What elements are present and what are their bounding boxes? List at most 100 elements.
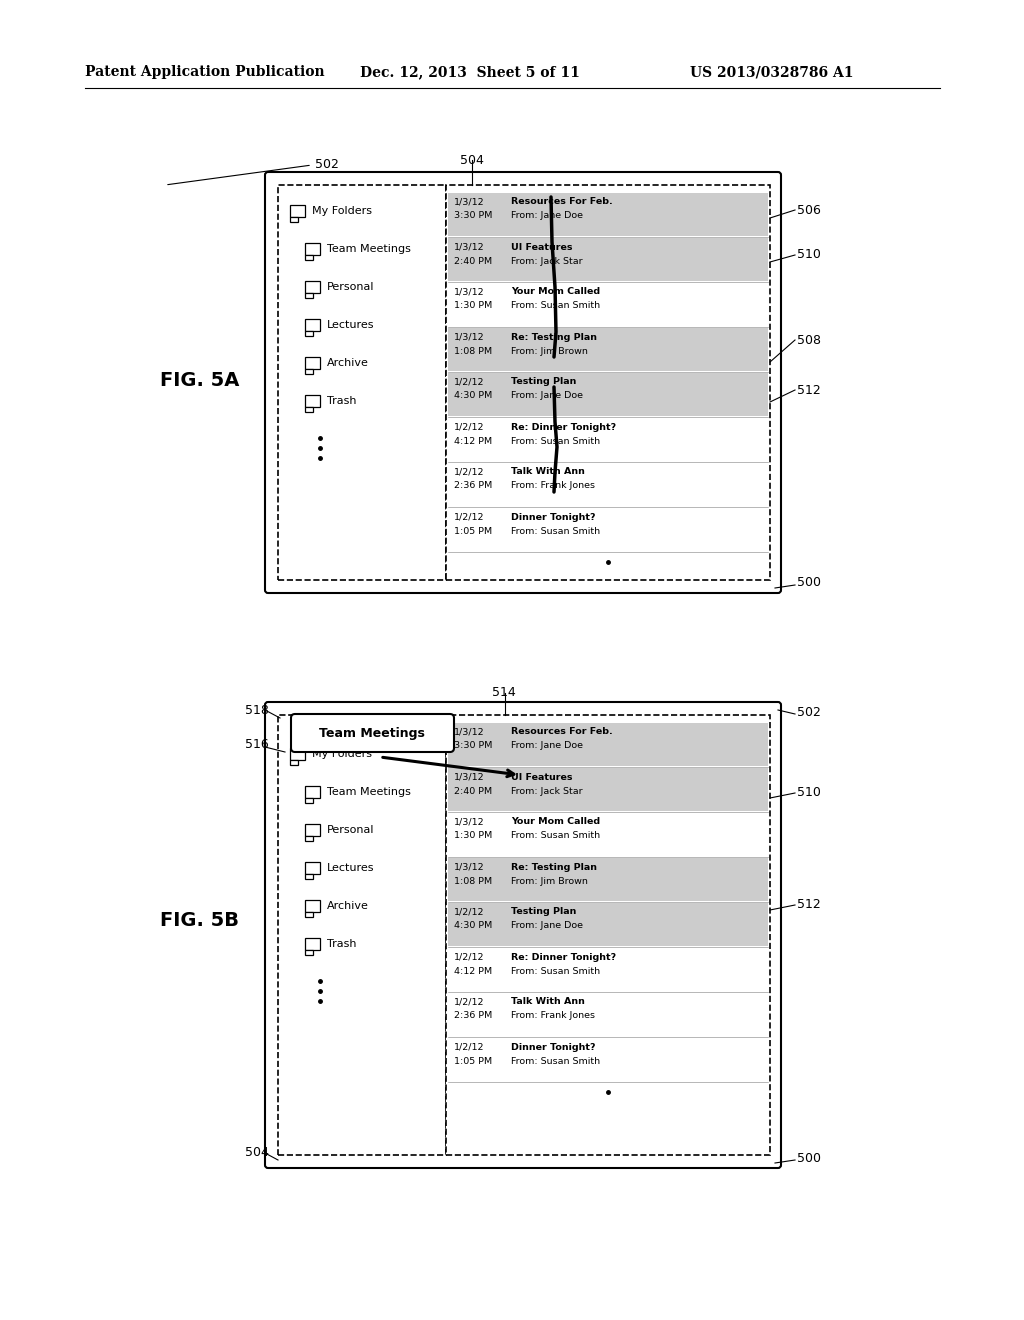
Bar — [278, 715, 446, 1155]
Text: From: Susan Smith: From: Susan Smith — [511, 966, 600, 975]
Text: 1:08 PM: 1:08 PM — [454, 876, 493, 886]
Text: 1/2/12: 1/2/12 — [454, 953, 484, 961]
Text: From: Susan Smith: From: Susan Smith — [511, 301, 600, 310]
Text: Talk With Ann: Talk With Ann — [511, 467, 585, 477]
Text: 1/3/12: 1/3/12 — [454, 772, 484, 781]
Bar — [305, 900, 319, 912]
Text: 510: 510 — [797, 787, 821, 800]
Bar — [290, 205, 305, 216]
Text: 4:12 PM: 4:12 PM — [454, 966, 493, 975]
Bar — [305, 255, 313, 260]
Text: From: Jim Brown: From: Jim Brown — [511, 876, 588, 886]
Bar — [305, 370, 313, 374]
Text: 1:05 PM: 1:05 PM — [454, 527, 493, 536]
Bar — [449, 193, 768, 236]
Text: 1/3/12: 1/3/12 — [454, 817, 484, 826]
Text: From: Susan Smith: From: Susan Smith — [511, 527, 600, 536]
Text: 2:40 PM: 2:40 PM — [454, 787, 493, 796]
Text: Team Meetings: Team Meetings — [319, 726, 425, 739]
Text: Re: Dinner Tonight?: Re: Dinner Tonight? — [511, 953, 616, 961]
Text: FIG. 5B: FIG. 5B — [160, 911, 239, 929]
Bar — [305, 785, 319, 799]
Text: Dec. 12, 2013  Sheet 5 of 11: Dec. 12, 2013 Sheet 5 of 11 — [360, 65, 580, 79]
Text: FIG. 5A: FIG. 5A — [160, 371, 240, 389]
Text: From: Jack Star: From: Jack Star — [511, 787, 583, 796]
Bar — [305, 331, 313, 337]
Text: 514: 514 — [492, 686, 516, 700]
Text: From: Jane Doe: From: Jane Doe — [511, 392, 583, 400]
Text: Personal: Personal — [327, 282, 375, 292]
Text: 1:30 PM: 1:30 PM — [454, 301, 493, 310]
Text: UI Features: UI Features — [511, 772, 572, 781]
Bar — [305, 862, 319, 874]
Text: From: Frank Jones: From: Frank Jones — [511, 1011, 595, 1020]
Bar — [305, 836, 313, 841]
Text: Archive: Archive — [327, 902, 369, 911]
Bar — [305, 939, 319, 950]
Text: From: Jim Brown: From: Jim Brown — [511, 346, 588, 355]
Bar — [305, 874, 313, 879]
Text: 1/2/12: 1/2/12 — [454, 422, 484, 432]
Text: My Folders: My Folders — [312, 206, 372, 216]
Text: From: Jack Star: From: Jack Star — [511, 256, 583, 265]
Text: 1/3/12: 1/3/12 — [454, 198, 484, 206]
Text: 1/3/12: 1/3/12 — [454, 333, 484, 342]
Text: Re: Dinner Tonight?: Re: Dinner Tonight? — [511, 422, 616, 432]
Bar — [305, 407, 313, 412]
Text: 1:30 PM: 1:30 PM — [454, 832, 493, 841]
Bar — [446, 185, 770, 579]
Text: 1/2/12: 1/2/12 — [454, 467, 484, 477]
Text: 1:08 PM: 1:08 PM — [454, 346, 493, 355]
Bar — [449, 903, 768, 946]
Text: Your Mom Called: Your Mom Called — [511, 288, 600, 297]
Text: 502: 502 — [797, 706, 821, 719]
Text: 1/3/12: 1/3/12 — [454, 243, 484, 252]
Text: UI Features: UI Features — [511, 243, 572, 252]
Bar — [305, 243, 319, 255]
Text: Testing Plan: Testing Plan — [511, 378, 577, 387]
Text: Team Meetings: Team Meetings — [327, 244, 411, 253]
Text: 1/2/12: 1/2/12 — [454, 378, 484, 387]
Text: From: Susan Smith: From: Susan Smith — [511, 437, 600, 446]
Text: Talk With Ann: Talk With Ann — [511, 998, 585, 1006]
Bar — [449, 374, 768, 416]
Text: From: Susan Smith: From: Susan Smith — [511, 1056, 600, 1065]
Bar — [305, 824, 319, 836]
Bar — [290, 748, 305, 760]
Text: Your Mom Called: Your Mom Called — [511, 817, 600, 826]
Text: 508: 508 — [797, 334, 821, 346]
Bar — [305, 799, 313, 803]
Text: 512: 512 — [797, 384, 821, 396]
Text: 504: 504 — [245, 1147, 269, 1159]
Text: 2:36 PM: 2:36 PM — [454, 1011, 493, 1020]
Text: 1:05 PM: 1:05 PM — [454, 1056, 493, 1065]
Text: 500: 500 — [797, 1151, 821, 1164]
Text: Trash: Trash — [327, 396, 356, 407]
Bar — [290, 760, 298, 766]
Bar — [305, 912, 313, 917]
Text: 516: 516 — [245, 738, 268, 751]
Bar — [446, 715, 770, 1155]
Bar — [305, 356, 319, 370]
FancyBboxPatch shape — [291, 714, 454, 752]
Text: Lectures: Lectures — [327, 863, 375, 873]
Text: Dinner Tonight?: Dinner Tonight? — [511, 512, 596, 521]
Text: Lectures: Lectures — [327, 319, 375, 330]
FancyBboxPatch shape — [265, 702, 781, 1168]
Text: 1/2/12: 1/2/12 — [454, 998, 484, 1006]
Bar — [305, 395, 319, 407]
Bar — [290, 216, 298, 222]
Bar — [305, 950, 313, 954]
Text: 2:40 PM: 2:40 PM — [454, 256, 493, 265]
Text: Patent Application Publication: Patent Application Publication — [85, 65, 325, 79]
Text: 518: 518 — [245, 704, 269, 717]
Text: Personal: Personal — [327, 825, 375, 836]
Text: 1/2/12: 1/2/12 — [454, 908, 484, 916]
Bar — [305, 293, 313, 298]
Text: Testing Plan: Testing Plan — [511, 908, 577, 916]
Text: Trash: Trash — [327, 939, 356, 949]
Text: 1/2/12: 1/2/12 — [454, 512, 484, 521]
Text: 3:30 PM: 3:30 PM — [454, 742, 493, 751]
Text: Resources For Feb.: Resources For Feb. — [511, 198, 612, 206]
Text: 4:30 PM: 4:30 PM — [454, 921, 493, 931]
